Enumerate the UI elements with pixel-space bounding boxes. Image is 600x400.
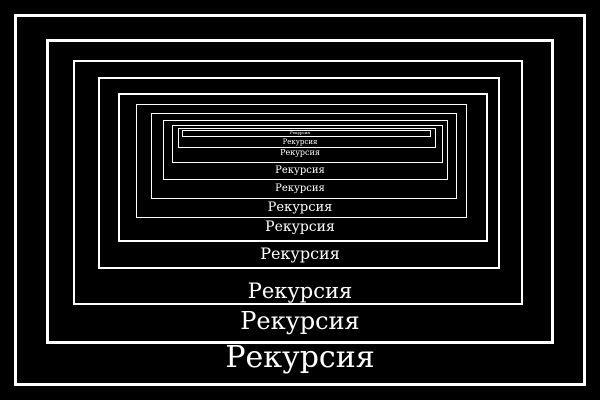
frame-level-9 (172, 125, 443, 163)
frame-level-10 (178, 128, 436, 148)
caption-level-9: Рекурсия (280, 148, 320, 157)
frame-level-7 (151, 113, 457, 199)
caption-level-7: Рекурсия (275, 183, 325, 194)
caption-level-3: Рекурсия (247, 279, 353, 303)
caption-level-10: Рекурсия (282, 138, 318, 146)
caption-level-2: Рекурсия (240, 307, 360, 335)
frame-level-2 (46, 39, 554, 344)
frame-level-3 (73, 60, 523, 305)
frame-level-4 (98, 77, 500, 269)
caption-level-6: Рекурсия (267, 200, 333, 215)
frame-level-5 (118, 93, 488, 242)
caption-level-4: Рекурсия (260, 244, 340, 263)
caption-level-8: Рекурсия (275, 165, 325, 176)
frame-level-1 (14, 14, 586, 386)
caption-level-1: Рекурсия (225, 340, 375, 375)
frame-level-6 (136, 104, 467, 218)
frame-level-8 (163, 120, 448, 180)
caption-level-5: Рекурсия (265, 219, 335, 235)
caption-level-11: Рекурсия (290, 130, 310, 135)
frame-level-11 (182, 130, 431, 137)
